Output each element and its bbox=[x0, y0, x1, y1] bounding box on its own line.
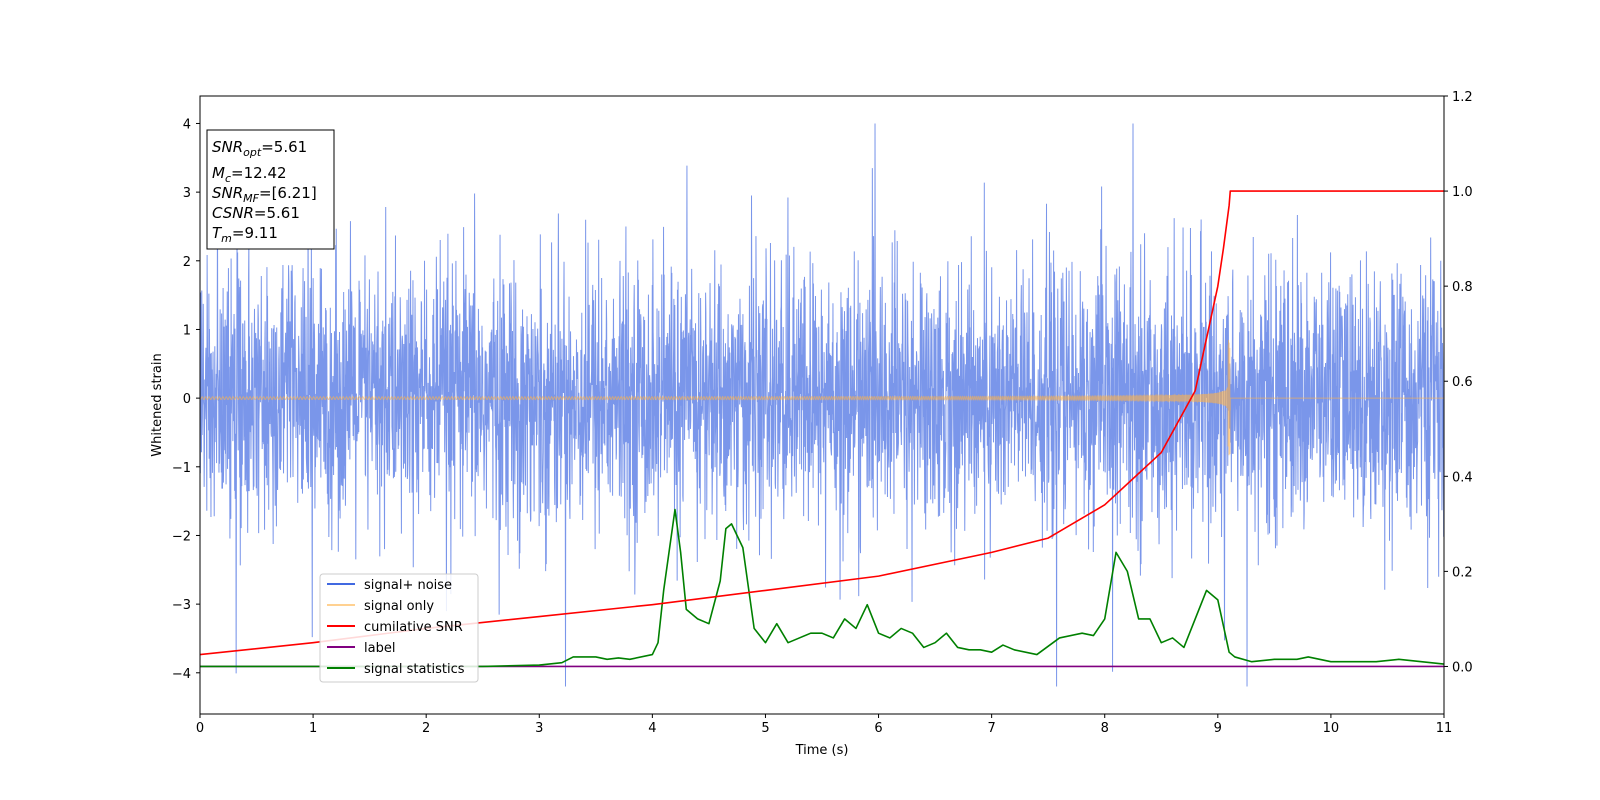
legend: signal+ noise signal only cumilative SNR… bbox=[319, 573, 479, 683]
y-left-tick-label: −2 bbox=[172, 529, 191, 544]
x-tick-label: 8 bbox=[1101, 721, 1109, 736]
legend-label-signal-statistics: signal statistics bbox=[364, 662, 465, 677]
y-right-tick-label: 0.6 bbox=[1452, 375, 1473, 390]
legend-label-cumulative-snr: cumilative SNR bbox=[364, 620, 463, 635]
annotation-mc: Mc=12.42 bbox=[212, 164, 287, 185]
series-cumulative-snr bbox=[200, 190, 1444, 656]
annotation-snr-mf: SNRMF=[6.21] bbox=[212, 184, 317, 205]
x-tick-label: 7 bbox=[987, 721, 995, 736]
x-tick-label: 4 bbox=[648, 721, 656, 736]
x-tick-label: 10 bbox=[1323, 721, 1340, 736]
y-axis-right: 0.0 0.2 0.4 0.6 0.8 1.0 1.2 bbox=[1444, 90, 1473, 675]
y-left-tick-label: −3 bbox=[172, 598, 191, 613]
y-left-tick-label: 3 bbox=[183, 186, 191, 201]
x-tick-label: 6 bbox=[874, 721, 882, 736]
y-axis-label: Whitened strain bbox=[150, 353, 165, 456]
y-right-tick-label: 0.0 bbox=[1452, 660, 1473, 675]
legend-label-label: label bbox=[364, 641, 395, 656]
series-signal-statistics bbox=[200, 508, 1444, 668]
x-tick-label: 3 bbox=[535, 721, 543, 736]
series-signal-noise bbox=[200, 123, 1444, 687]
x-axis: 0 1 2 3 4 5 6 7 8 9 10 11 bbox=[196, 714, 1452, 736]
legend-label-signal-only: signal only bbox=[364, 599, 434, 614]
y-left-tick-label: 0 bbox=[183, 392, 191, 407]
y-right-tick-label: 1.0 bbox=[1452, 185, 1473, 200]
y-right-tick-label: 1.2 bbox=[1452, 90, 1473, 105]
plot-frame bbox=[199, 95, 1445, 715]
legend-label-signal-noise: signal+ noise bbox=[364, 578, 452, 593]
y-left-tick-label: 1 bbox=[183, 323, 191, 338]
x-tick-label: 1 bbox=[309, 721, 317, 736]
x-axis-label: Time (s) bbox=[795, 743, 849, 758]
annotation-box: SNRopt=5.61 Mc=12.42 SNRMF=[6.21] CSNR=5… bbox=[206, 129, 335, 250]
y-axis-left: −4 −3 −2 −1 0 1 2 3 4 bbox=[172, 117, 200, 682]
x-tick-label: 11 bbox=[1436, 721, 1453, 736]
annotation-tm: Tm=9.11 bbox=[212, 224, 278, 245]
y-left-tick-label: 4 bbox=[183, 117, 191, 132]
y-right-tick-label: 0.2 bbox=[1452, 565, 1473, 580]
y-left-tick-label: −4 bbox=[172, 667, 191, 682]
x-tick-label: 5 bbox=[761, 721, 769, 736]
annotation-csnr: CSNR=5.61 bbox=[212, 204, 300, 222]
y-left-tick-label: −1 bbox=[172, 461, 191, 476]
x-tick-label: 9 bbox=[1214, 721, 1222, 736]
y-right-tick-label: 0.8 bbox=[1452, 280, 1473, 295]
y-right-tick-label: 0.4 bbox=[1452, 470, 1473, 485]
x-tick-label: 2 bbox=[422, 721, 430, 736]
x-tick-label: 0 bbox=[196, 721, 204, 736]
y-left-tick-label: 2 bbox=[183, 255, 191, 270]
legend-frame bbox=[319, 573, 479, 683]
series-signal-only bbox=[200, 339, 1444, 456]
annotation-snr-opt: SNRopt=5.61 bbox=[212, 138, 307, 159]
